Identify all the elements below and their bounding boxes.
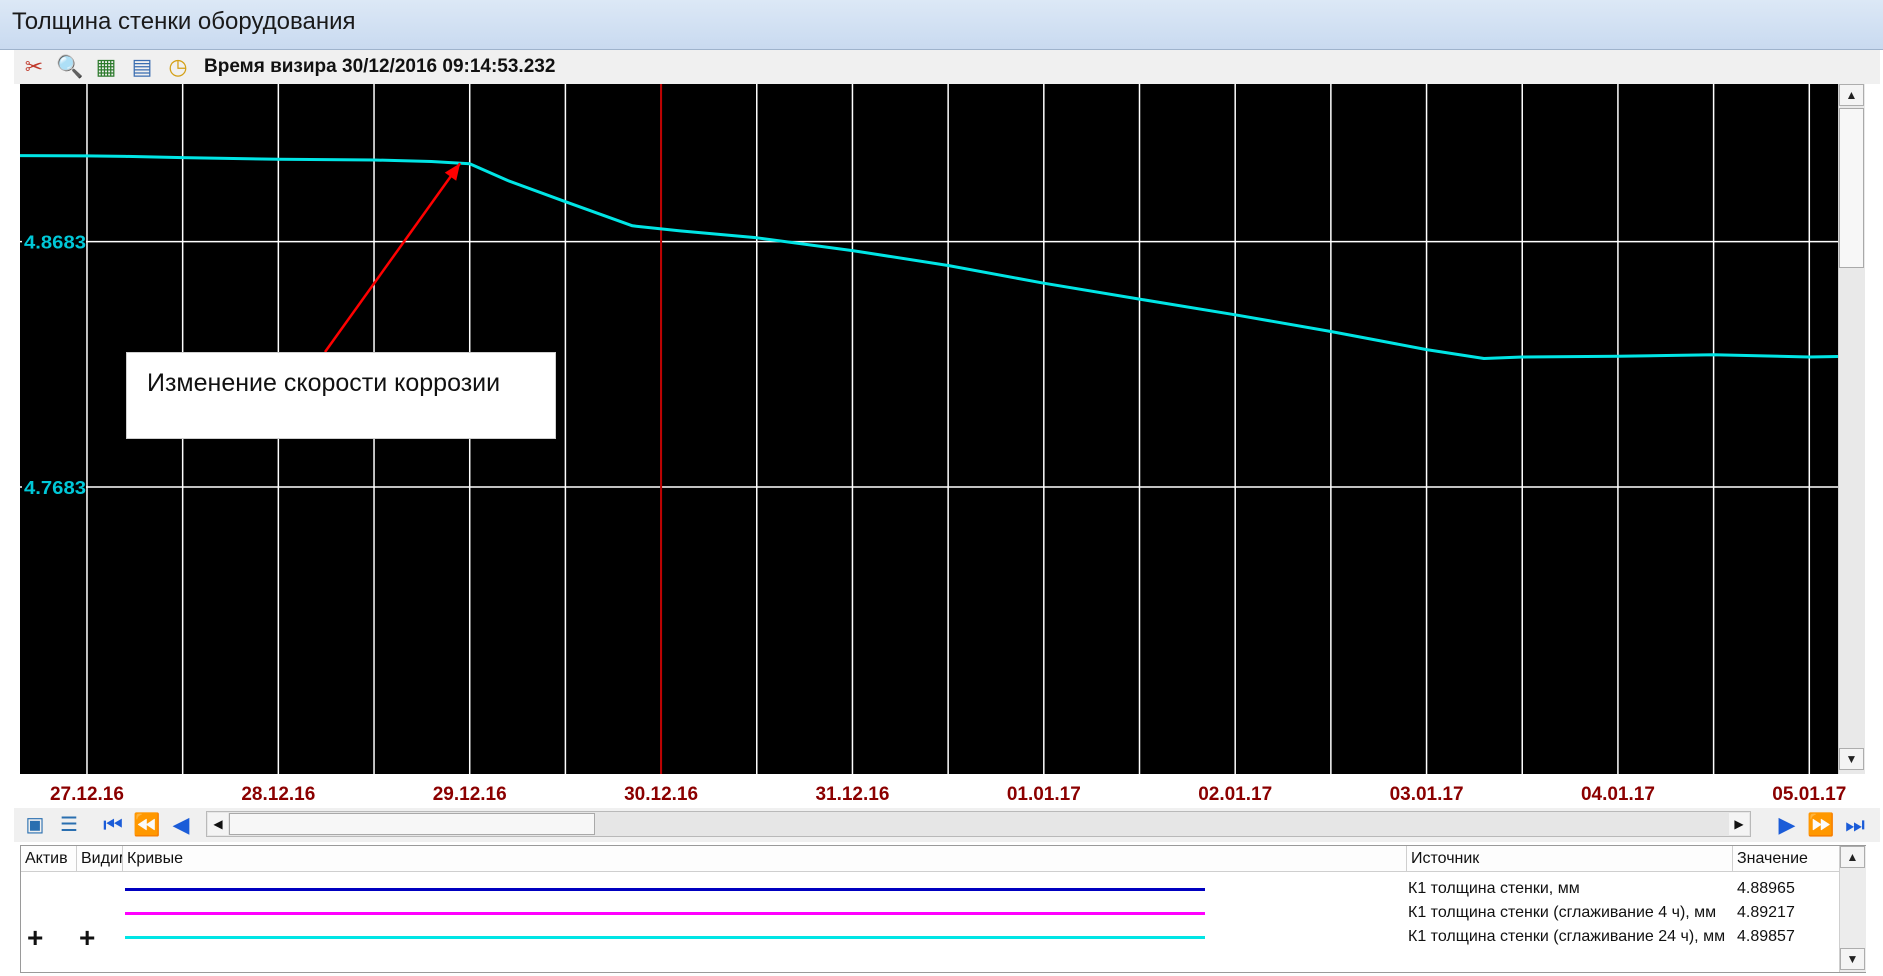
x-tick-label: 27.12.16	[50, 784, 124, 805]
window-title: Толщина стенки оборудования	[12, 8, 356, 35]
annotation-arrow-head	[444, 163, 461, 181]
go-end-icon[interactable]: ⏭	[1845, 812, 1865, 837]
time-scrollbar[interactable]: ◀ ▶	[206, 811, 1751, 837]
x-tick-label: 01.01.17	[1007, 784, 1081, 805]
x-tick-labels: 27.12.16 28.12.16 29.12.16 30.12.16 31.12.16…	[50, 784, 1846, 805]
x-tick-label: 04.01.17	[1581, 784, 1655, 805]
curve-source: К1 толщина стенки, мм	[1408, 880, 1580, 897]
time-scroll-thumb[interactable]	[229, 813, 595, 835]
grid-lines	[20, 84, 1838, 774]
scroll-left-button[interactable]: ◀	[208, 813, 228, 835]
go-start-icon[interactable]: ⏮	[103, 812, 123, 837]
legend-row[interactable]: К1 толщина стенки (сглаживание 4 ч), мм …	[21, 902, 1865, 926]
y-tick-label: 4.7683	[24, 478, 86, 498]
tools-cross-icon[interactable]: ✂	[24, 54, 44, 79]
chart-plot[interactable]: 4.8683 4.7683 27.12.16 28.12.16 29.12.16 30.…	[0, 84, 1883, 808]
series-layer	[19, 154, 1839, 360]
back-icon[interactable]: ◀	[172, 812, 190, 837]
clock-icon[interactable]: ◷	[168, 54, 188, 79]
plot-vertical-scrollbar[interactable]: ▲ ▼	[1838, 84, 1865, 774]
fast-back-icon[interactable]: ⏪	[133, 812, 161, 837]
y-tick-label: 4.8683	[24, 233, 86, 253]
curve-value: 4.89217	[1737, 904, 1795, 921]
visible-mark[interactable]: +	[79, 922, 96, 953]
curve-swatch	[125, 936, 1205, 939]
x-tick-label: 29.12.16	[433, 784, 507, 805]
y-tick-label-bg	[22, 229, 86, 254]
curve-value: 4.89857	[1737, 928, 1795, 945]
header-curves[interactable]: Кривые	[123, 846, 1407, 872]
legend-scrollbar[interactable]: ▲ ▼	[1839, 846, 1866, 972]
curves-legend-table: Актив Видим Кривые Источник Значение К1 …	[20, 845, 1866, 973]
y-tick-labels: 4.8683 4.7683	[22, 229, 86, 499]
x-tick-label: 03.01.17	[1390, 784, 1464, 805]
annotation-arrow	[323, 162, 462, 353]
header-source[interactable]: Источник	[1407, 846, 1733, 872]
legend-scroll-down-button[interactable]: ▼	[1840, 948, 1865, 970]
active-mark[interactable]: +	[27, 922, 44, 953]
x-tick-label: 28.12.16	[241, 784, 315, 805]
chart-settings-icon[interactable]: ▤	[131, 54, 153, 79]
cursor-time-label: Время визира 30/12/2016 09:14:53.232	[204, 56, 556, 77]
annotation-text: Изменение скорости коррозии	[147, 369, 501, 397]
navigation-bar: ▣ ☰ ⏮ ⏪ ◀ ◀ ▶ ▶ ⏩ ⏭	[14, 808, 1880, 842]
header-value[interactable]: Значение	[1737, 850, 1808, 867]
x-tick-label: 02.01.17	[1198, 784, 1272, 805]
scroll-down-button[interactable]: ▼	[1839, 748, 1864, 770]
fast-forward-icon[interactable]: ⏩	[1807, 812, 1835, 837]
table-edit-icon[interactable]: ▦	[95, 54, 117, 79]
legend-row[interactable]: + + К1 толщина стенки (сглаживание 24 ч)…	[21, 922, 1865, 953]
header-visible[interactable]: Видим	[77, 846, 123, 872]
scroll-thumb[interactable]	[1839, 108, 1864, 268]
legend-header: Актив Видим Кривые Источник Значение	[21, 846, 1865, 872]
window-titlebar: Толщина стенки оборудования	[0, 0, 1883, 50]
add-chart-icon[interactable]: ▣	[25, 814, 45, 836]
annotation-callout: Изменение скорости коррозии	[126, 352, 556, 439]
scroll-up-button[interactable]: ▲	[1839, 84, 1864, 106]
legend-scroll-up-button[interactable]: ▲	[1840, 846, 1865, 868]
curve-swatch	[125, 912, 1205, 915]
toolbar: ✂ 🔍 ▦ ▤ ◷ Время визира 30/12/2016 09:14:…	[14, 50, 1880, 84]
x-tick-label: 31.12.16	[815, 784, 889, 805]
annotation-arrow-line	[323, 162, 462, 353]
header-active[interactable]: Актив	[21, 846, 77, 872]
curve-swatch	[125, 888, 1205, 891]
zoom-icon[interactable]: 🔍	[56, 54, 84, 79]
y-tick-label-bg	[22, 474, 86, 499]
x-tick-label: 05.01.17	[1772, 784, 1846, 805]
series-line	[19, 154, 1839, 360]
legend-row[interactable]: К1 толщина стенки, мм 4.88965	[21, 878, 1865, 902]
forward-icon[interactable]: ▶	[1778, 812, 1796, 837]
curve-value: 4.88965	[1737, 880, 1795, 897]
chart-list-icon[interactable]: ☰	[60, 814, 78, 836]
scroll-right-button[interactable]: ▶	[1729, 813, 1749, 835]
curve-source: К1 толщина стенки (сглаживание 24 ч), мм	[1408, 928, 1726, 945]
curve-source: К1 толщина стенки (сглаживание 4 ч), мм	[1408, 904, 1717, 921]
x-tick-label: 30.12.16	[624, 784, 698, 805]
